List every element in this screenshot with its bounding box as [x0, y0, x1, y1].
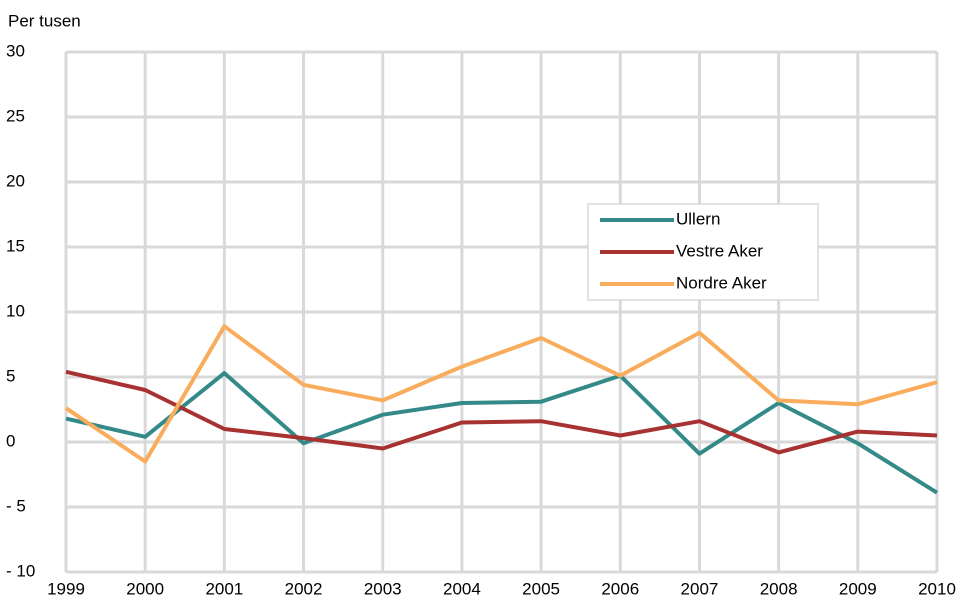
y-tick-label: 10	[6, 301, 25, 320]
y-tick-label: 15	[6, 236, 25, 255]
x-tick-label: 2003	[364, 579, 402, 598]
x-tick-label: 2009	[839, 579, 877, 598]
legend-label: Vestre Aker	[676, 241, 763, 260]
line	[65, 371, 939, 495]
y-tick-label: 25	[6, 106, 25, 125]
y-tick-label: 5	[6, 366, 15, 385]
y-tick-label: - 5	[6, 496, 26, 515]
line	[65, 369, 938, 455]
x-tick-label: 2005	[522, 579, 560, 598]
y-tick-label: - 10	[6, 561, 35, 580]
y-tick-label: 30	[6, 41, 25, 60]
y-axis-label: Per tusen	[8, 11, 81, 30]
x-tick-label: 2001	[205, 579, 243, 598]
legend-label: Ullern	[676, 209, 720, 228]
x-tick-label: 2008	[760, 579, 798, 598]
x-tick-label: 2007	[681, 579, 719, 598]
y-tick-label: 0	[6, 431, 15, 450]
legend-label: Nordre Aker	[676, 273, 767, 292]
x-tick-label: 2002	[285, 579, 323, 598]
line	[64, 324, 938, 464]
x-tick-label: 2010	[918, 579, 956, 598]
x-tick-label: 2006	[601, 579, 639, 598]
x-tick-label: 2004	[443, 579, 481, 598]
x-tick-label: 2000	[126, 579, 164, 598]
x-tick-label: 1999	[47, 579, 85, 598]
y-tick-label: 20	[6, 171, 25, 190]
